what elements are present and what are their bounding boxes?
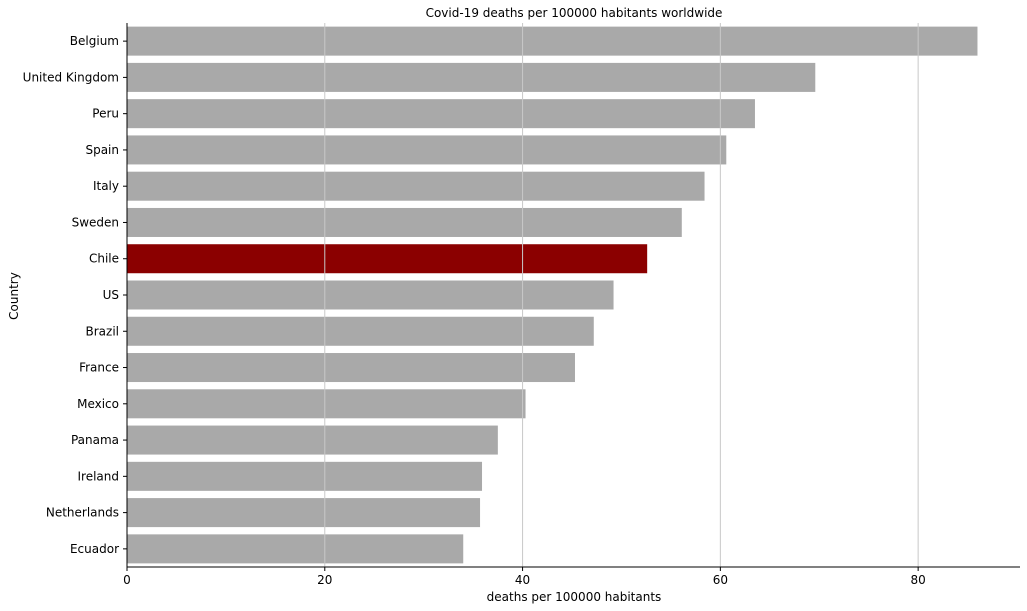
y-tick-label: Peru [92, 107, 119, 121]
bars [127, 26, 978, 564]
bar-netherlands [127, 498, 481, 528]
bar-united-kingdom [127, 62, 816, 92]
x-axis-label: deaths per 100000 habitants [487, 590, 662, 604]
y-tick-label: Italy [93, 179, 119, 193]
y-tick-label: Ireland [77, 469, 119, 483]
x-tick-label: 80 [911, 573, 926, 587]
y-tick-label: Chile [89, 252, 119, 266]
bar-ecuador [127, 534, 464, 564]
bar-belgium [127, 26, 978, 56]
x-tick-labels: 0 20 40 60 80 [123, 567, 926, 587]
y-tick-label: Panama [71, 433, 119, 447]
bar-peru [127, 99, 755, 129]
y-tick-label: Brazil [86, 324, 120, 338]
bar-chile [127, 244, 648, 274]
y-tick-label: Mexico [77, 397, 119, 411]
y-tick-label: Sweden [72, 215, 119, 229]
chart-title: Covid-19 deaths per 100000 habitants wor… [426, 6, 723, 20]
y-tick-label: France [79, 361, 119, 375]
y-tick-label: United Kingdom [23, 70, 119, 84]
bar-spain [127, 135, 727, 165]
bar-mexico [127, 389, 526, 419]
y-axis-label: Country [7, 272, 21, 320]
x-tick-label: 20 [317, 573, 332, 587]
y-tick-label: Netherlands [46, 506, 119, 520]
bar-italy [127, 171, 705, 201]
bar-sweden [127, 207, 682, 237]
x-tick-label: 60 [713, 573, 728, 587]
x-tick-label: 40 [515, 573, 530, 587]
y-tick-label: Spain [85, 143, 119, 157]
bar-france [127, 353, 575, 383]
bar-panama [127, 425, 498, 455]
gridlines [324, 23, 919, 567]
bar-us [127, 280, 614, 310]
y-tick-label: US [103, 288, 119, 302]
y-tick-label: Belgium [70, 34, 119, 48]
bar-brazil [127, 316, 594, 346]
x-tick-label: 0 [123, 573, 131, 587]
y-tick-label: Ecuador [70, 542, 119, 556]
bar-ireland [127, 461, 483, 491]
y-tick-labels: Belgium United Kingdom Peru Spain Italy Swede… [23, 34, 127, 556]
